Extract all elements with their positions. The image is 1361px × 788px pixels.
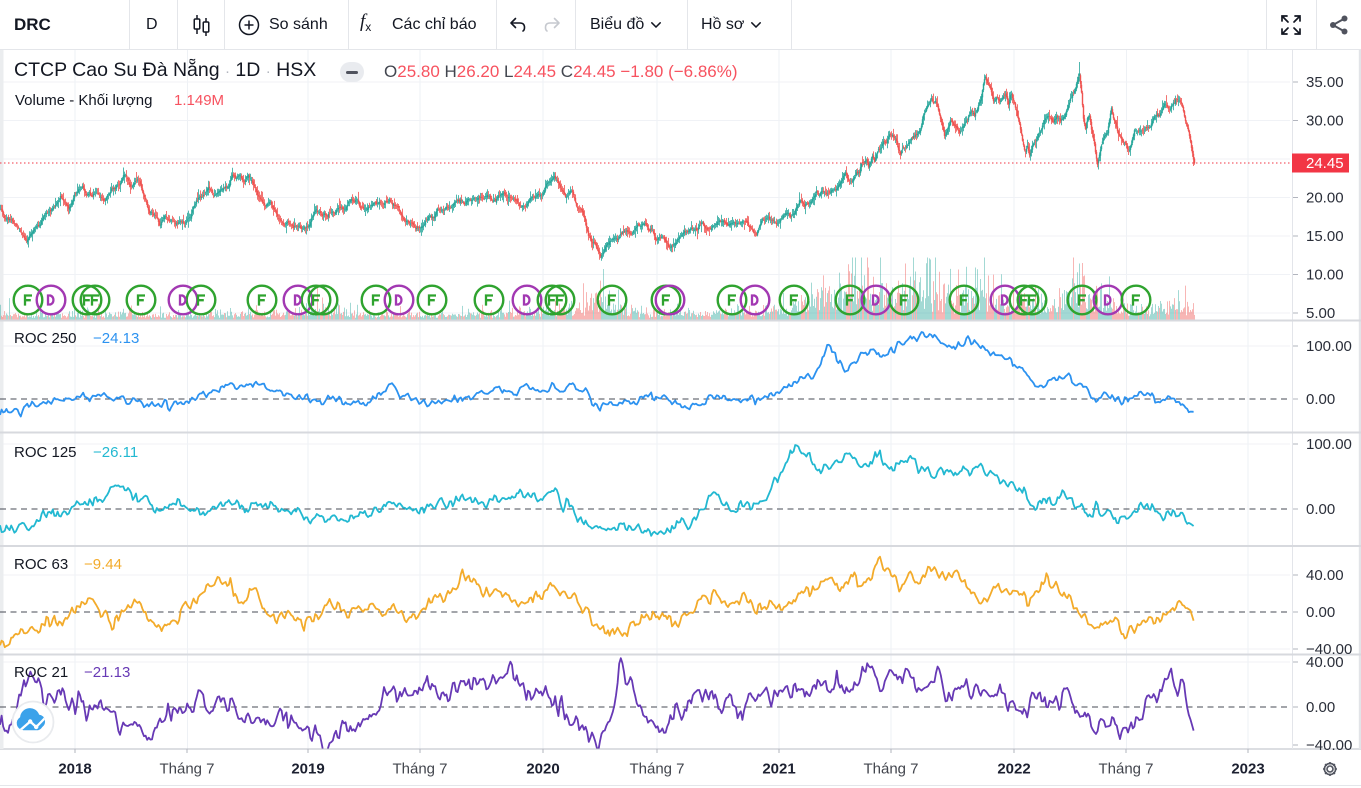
svg-text:100.00: 100.00	[1306, 338, 1352, 355]
svg-text:0.00: 0.00	[1306, 501, 1335, 518]
svg-text:24.45: 24.45	[1306, 155, 1344, 172]
svg-text:10.00: 10.00	[1306, 267, 1344, 284]
svg-text:Tháng 7: Tháng 7	[863, 761, 918, 778]
svg-text:2021: 2021	[762, 761, 795, 778]
svg-text:Tháng 7: Tháng 7	[629, 761, 684, 778]
svg-text:Tháng 7: Tháng 7	[1098, 761, 1153, 778]
svg-text:2022: 2022	[997, 761, 1030, 778]
svg-text:0.00: 0.00	[1306, 391, 1335, 408]
svg-text:15.00: 15.00	[1306, 228, 1344, 245]
svg-text:40.00: 40.00	[1306, 654, 1344, 671]
svg-text:30.00: 30.00	[1306, 113, 1344, 130]
svg-text:−40.00: −40.00	[1306, 641, 1352, 658]
svg-text:2020: 2020	[526, 761, 559, 778]
svg-text:5.00: 5.00	[1306, 305, 1335, 322]
svg-text:20.00: 20.00	[1306, 190, 1344, 207]
svg-text:2018: 2018	[58, 761, 91, 778]
svg-text:100.00: 100.00	[1306, 436, 1352, 453]
svg-text:0.00: 0.00	[1306, 699, 1335, 716]
svg-text:35.00: 35.00	[1306, 74, 1344, 91]
svg-text:40.00: 40.00	[1306, 567, 1344, 584]
svg-text:Tháng 7: Tháng 7	[392, 761, 447, 778]
svg-text:−40.00: −40.00	[1306, 737, 1352, 754]
svg-text:2023: 2023	[1231, 761, 1264, 778]
svg-text:2019: 2019	[291, 761, 324, 778]
svg-text:Tháng 7: Tháng 7	[159, 761, 214, 778]
svg-text:0.00: 0.00	[1306, 604, 1335, 621]
